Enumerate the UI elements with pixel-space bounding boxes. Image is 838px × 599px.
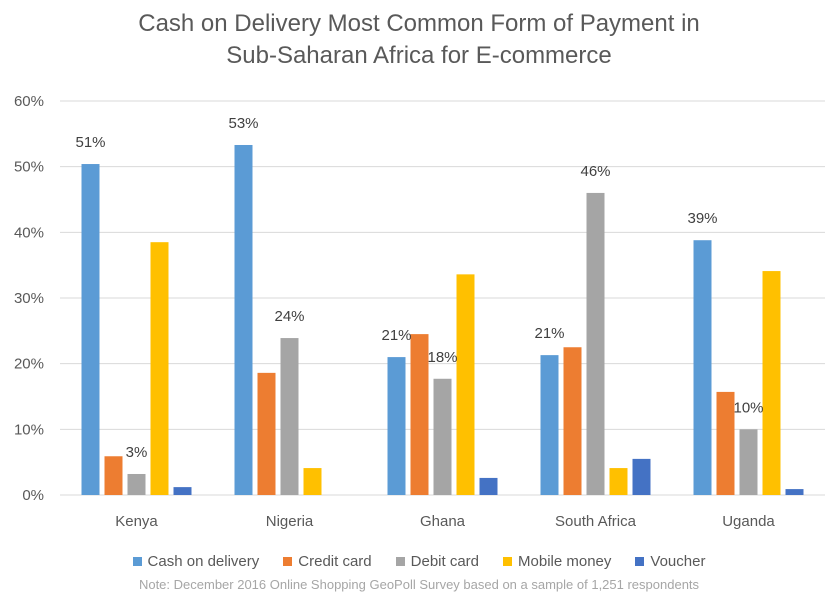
bar-cash-on-delivery	[693, 240, 712, 495]
bar-credit-card	[104, 456, 123, 495]
data-label: 21%	[534, 325, 564, 342]
bar-mobile-money	[456, 274, 475, 495]
chart-title-line2: Sub-Saharan Africa for E-commerce	[226, 42, 612, 69]
bar-credit-card	[257, 372, 276, 495]
legend-label: Credit card	[298, 553, 372, 570]
y-tick-label: 40%	[14, 224, 44, 241]
bar-cash-on-delivery	[540, 355, 559, 495]
legend-swatch	[635, 557, 645, 566]
data-label: 51%	[75, 134, 105, 151]
data-label: 10%	[733, 399, 763, 416]
bar-voucher	[173, 487, 192, 495]
bar-mobile-money	[303, 468, 322, 495]
y-tick-label: 60%	[14, 93, 44, 110]
y-tick-label: 0%	[22, 487, 44, 504]
chart-note: Note: December 2016 Online Shopping GeoP…	[138, 577, 700, 592]
legend-swatch	[503, 557, 513, 566]
legend-label: Voucher	[650, 553, 706, 570]
y-tick-label: 50%	[14, 159, 44, 176]
bar-mobile-money	[150, 242, 169, 495]
bar-cash-on-delivery	[81, 164, 100, 496]
data-label: 21%	[381, 327, 411, 344]
legend-item: Debit card	[395, 553, 480, 570]
bar-cash-on-delivery	[234, 144, 253, 495]
bar-debit-card	[280, 338, 299, 495]
legend-swatch	[395, 557, 405, 566]
data-label: 24%	[274, 308, 304, 325]
legend-item: Voucher	[635, 553, 705, 570]
legend: Cash on delivery Credit card Debit card Mob…	[0, 553, 838, 570]
y-tick-label: 10%	[14, 421, 44, 438]
bar-debit-card	[433, 378, 452, 495]
data-label: 3%	[126, 444, 148, 461]
chart-title-line1: Cash on Delivery Most Common Form of Pay…	[138, 10, 700, 37]
legend-swatch	[132, 557, 142, 566]
bar-voucher	[785, 489, 804, 495]
x-tick-label: Ghana	[420, 513, 466, 530]
bar-cash-on-delivery	[387, 357, 406, 495]
legend-item: Credit card	[283, 553, 372, 570]
x-tick-label: Uganda	[722, 513, 775, 530]
legend-label: Cash on delivery	[147, 553, 260, 570]
bar-debit-card	[586, 192, 605, 495]
legend-item: Cash on delivery	[132, 553, 260, 570]
x-tick-label: Nigeria	[266, 513, 314, 530]
bar-mobile-money	[762, 271, 781, 495]
data-label: 53%	[228, 115, 258, 132]
y-tick-label: 20%	[14, 356, 44, 373]
x-tick-label: Kenya	[115, 513, 158, 530]
bar-mobile-money	[609, 468, 628, 495]
bar-credit-card	[410, 334, 429, 495]
y-tick-label: 30%	[14, 290, 44, 307]
legend-swatch	[283, 557, 293, 566]
data-label: 46%	[580, 163, 610, 180]
bar-credit-card	[563, 347, 582, 495]
bar-credit-card	[716, 391, 735, 495]
bar-debit-card	[739, 429, 758, 495]
legend-label: Mobile money	[518, 553, 612, 570]
x-tick-label: South Africa	[555, 513, 637, 530]
data-label: 39%	[687, 210, 717, 227]
bar-debit-card	[127, 473, 146, 495]
bar-voucher	[479, 477, 498, 495]
legend-label: Debit card	[410, 553, 480, 570]
bar-voucher	[632, 458, 651, 495]
data-label: 18%	[427, 349, 457, 366]
legend-item: Mobile money	[503, 553, 611, 570]
